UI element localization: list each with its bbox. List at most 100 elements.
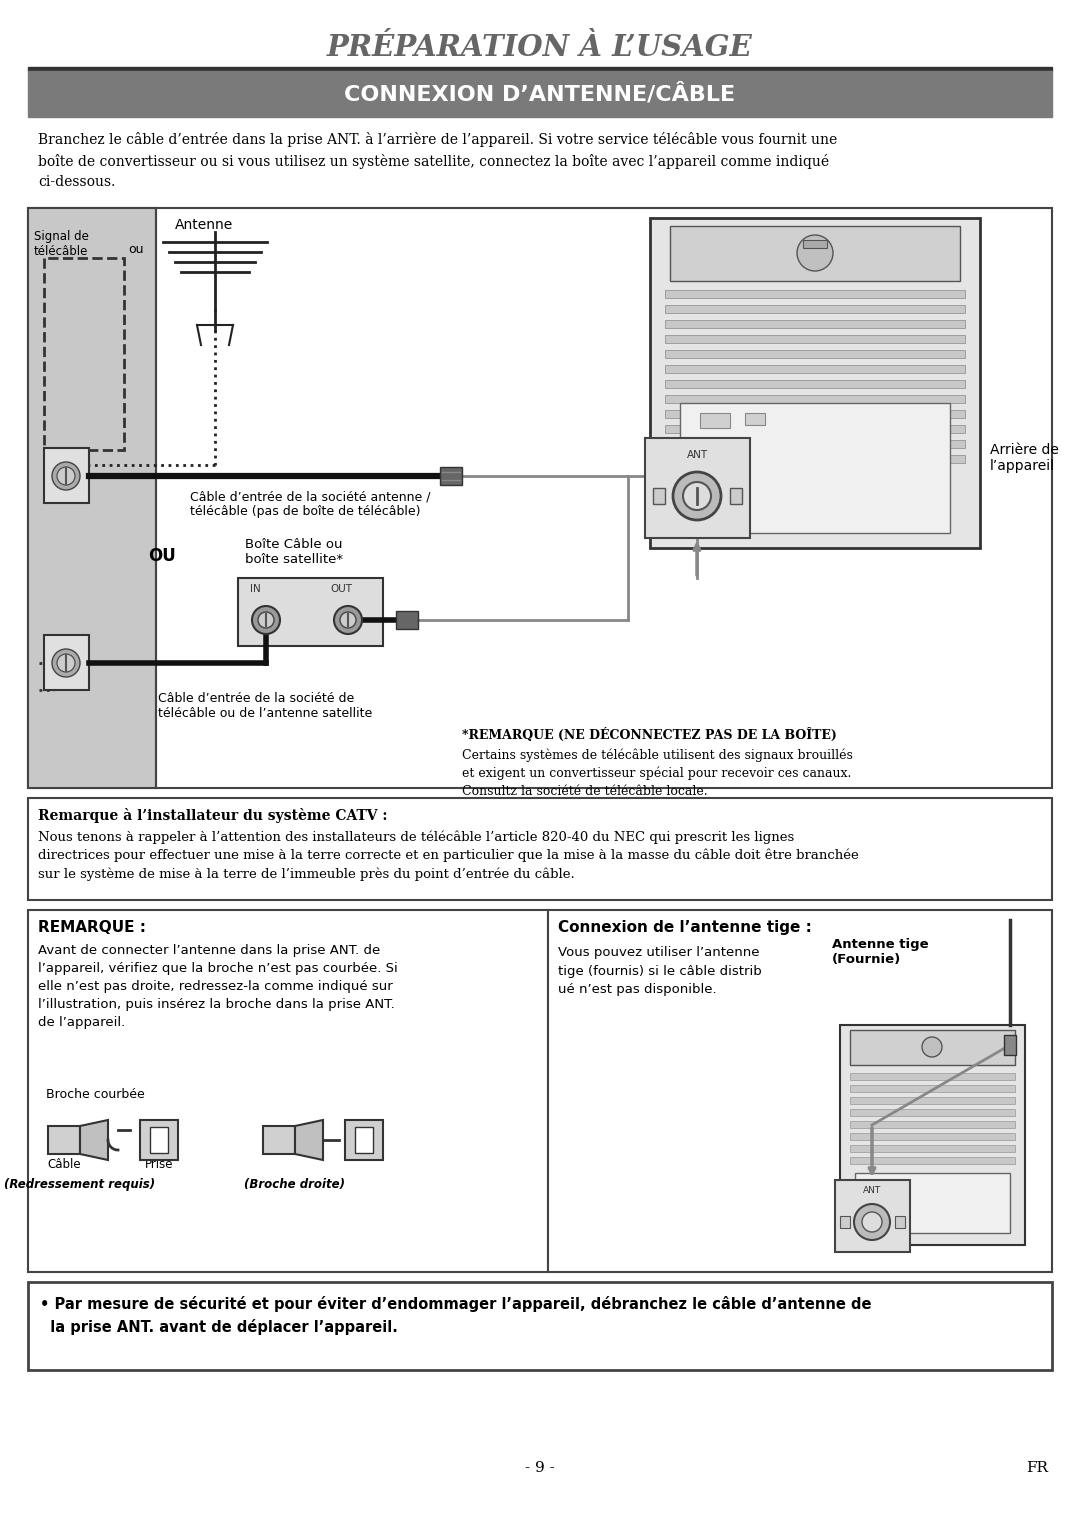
Text: Connexion de l’antenne tige :: Connexion de l’antenne tige : [558, 920, 812, 935]
Text: *REMARQUE (NE DÉCONNECTEZ PAS DE LA BOÎTE): *REMARQUE (NE DÉCONNECTEZ PAS DE LA BOÎT… [462, 728, 837, 742]
Bar [28, 909, 548, 1273]
Bar [730, 488, 742, 504]
Bar [835, 1180, 910, 1251]
Bar [48, 1126, 80, 1154]
Circle shape [862, 1212, 882, 1231]
Bar [850, 1073, 1015, 1080]
Circle shape [683, 482, 711, 510]
Bar [840, 1025, 1025, 1245]
Bar [850, 1097, 1015, 1103]
Text: Câble d’entrée de la société antenne /
télécâble (pas de boîte de télécâble): Câble d’entrée de la société antenne / t… [190, 490, 431, 517]
Circle shape [334, 606, 362, 633]
Text: Nous tenons à rappeler à l’attention des installateurs de télécâble l’article 82: Nous tenons à rappeler à l’attention des… [38, 830, 859, 881]
Text: (Broche droite): (Broche droite) [244, 1178, 346, 1190]
Bar [855, 1173, 1010, 1233]
Bar [396, 610, 418, 629]
Circle shape [673, 472, 721, 520]
Bar [28, 208, 1052, 787]
Bar [665, 336, 966, 343]
Bar [665, 290, 966, 298]
Text: Prise: Prise [145, 1158, 173, 1170]
Bar [745, 414, 765, 426]
Bar [665, 305, 966, 313]
Text: ou: ou [129, 243, 144, 256]
Bar [850, 1030, 1015, 1065]
Bar [680, 403, 950, 533]
Bar [804, 240, 827, 249]
Text: ANT: ANT [687, 450, 707, 459]
Text: Broche courbée: Broche courbée [45, 1088, 145, 1100]
Bar [850, 1109, 1015, 1116]
Bar [650, 218, 980, 548]
Text: Boîte Câble ou
boîte satellite*: Boîte Câble ou boîte satellite* [245, 539, 343, 566]
Bar [28, 208, 156, 787]
Bar [665, 395, 966, 403]
Bar [440, 467, 462, 485]
Bar [850, 1132, 1015, 1140]
Bar [850, 1157, 1015, 1164]
Circle shape [52, 462, 80, 490]
Text: Signal de
télécâble: Signal de télécâble [33, 230, 89, 258]
Text: FR: FR [1026, 1460, 1048, 1476]
Circle shape [252, 606, 280, 633]
Bar [28, 1282, 1052, 1370]
Text: Câble: Câble [48, 1158, 81, 1170]
Bar [850, 1085, 1015, 1093]
Text: Antenne tige
(Fournie): Antenne tige (Fournie) [832, 938, 929, 966]
Bar [850, 1144, 1015, 1152]
Bar [1004, 1035, 1016, 1054]
Bar [645, 438, 750, 539]
Text: Arrière de
l’appareil: Arrière de l’appareil [990, 443, 1058, 473]
Bar [150, 1128, 168, 1154]
Bar [264, 1126, 295, 1154]
Text: • Par mesure de sécurité et pour éviter d’endommager l’appareil, débranchez le c: • Par mesure de sécurité et pour éviter … [40, 1296, 872, 1335]
Circle shape [854, 1204, 890, 1241]
Bar [28, 67, 1052, 72]
Text: PRÉPARATION À L’USAGE: PRÉPARATION À L’USAGE [327, 34, 753, 63]
Circle shape [922, 1038, 942, 1058]
Text: OUT: OUT [330, 584, 352, 594]
Bar [28, 798, 1052, 900]
Polygon shape [295, 1120, 323, 1160]
Circle shape [52, 649, 80, 678]
Text: Antenne: Antenne [175, 218, 233, 232]
Bar [850, 1122, 1015, 1128]
Bar [665, 349, 966, 359]
Bar [665, 426, 966, 433]
Bar [665, 455, 966, 462]
Bar [140, 1120, 178, 1160]
Bar [895, 1216, 905, 1228]
Text: CONNEXION D’ANTENNE/CÂBLE: CONNEXION D’ANTENNE/CÂBLE [345, 84, 735, 105]
Bar [548, 909, 1052, 1273]
Bar [44, 635, 89, 690]
Text: Remarque à l’installateur du système CATV :: Remarque à l’installateur du système CAT… [38, 807, 388, 823]
Bar [238, 578, 383, 645]
Text: (Redressement requis): (Redressement requis) [4, 1178, 156, 1190]
Text: IN: IN [249, 584, 260, 594]
Bar [653, 488, 665, 504]
Text: Câble d’entrée de la société de
télécâble ou de l’antenne satellite: Câble d’entrée de la société de télécâbl… [158, 691, 373, 720]
Bar [665, 380, 966, 388]
Circle shape [57, 467, 75, 485]
Circle shape [797, 235, 833, 272]
Text: REMARQUE :: REMARQUE : [38, 920, 146, 935]
Text: Vous pouvez utiliser l’antenne
tige (fournis) si le câble distrib
ué n’est pas d: Vous pouvez utiliser l’antenne tige (fou… [558, 946, 761, 996]
Bar [665, 365, 966, 372]
Polygon shape [80, 1120, 108, 1160]
Bar [355, 1128, 373, 1154]
Bar [665, 410, 966, 418]
Bar [665, 439, 966, 449]
Text: Avant de connecter l’antenne dans la prise ANT. de
l’appareil, vérifiez que la b: Avant de connecter l’antenne dans la pri… [38, 945, 397, 1029]
Text: - 9 -: - 9 - [525, 1460, 555, 1476]
Bar [345, 1120, 383, 1160]
Bar [665, 320, 966, 328]
Circle shape [258, 612, 274, 629]
Bar [700, 414, 730, 427]
Text: Certains systèmes de télécâble utilisent des signaux brouillés
et exigent un con: Certains systèmes de télécâble utilisent… [462, 748, 853, 798]
Text: Branchez le câble d’entrée dans la prise ANT. à l’arrière de l’appareil. Si votr: Branchez le câble d’entrée dans la prise… [38, 133, 837, 189]
Bar [840, 1216, 850, 1228]
Text: OU: OU [148, 546, 176, 565]
Text: ANT: ANT [863, 1186, 881, 1195]
Circle shape [57, 655, 75, 671]
Circle shape [340, 612, 356, 629]
